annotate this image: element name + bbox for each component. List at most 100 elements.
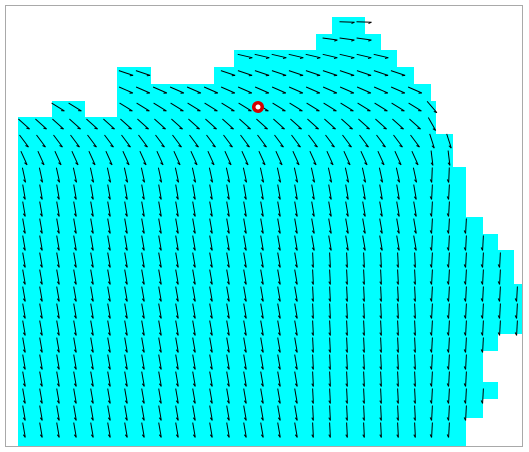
velocity-arrow — [158, 388, 162, 404]
velocity-arrow — [124, 388, 128, 404]
velocity-arrow — [90, 320, 94, 336]
velocity-arrow — [362, 422, 365, 438]
velocity-arrow — [56, 371, 60, 387]
velocity-arrow — [294, 201, 298, 217]
velocity-arrow — [480, 235, 484, 251]
velocity-arrow — [446, 184, 450, 200]
velocity-arrow — [345, 201, 349, 217]
velocity-arrow — [409, 118, 421, 130]
velocity-arrow — [345, 371, 348, 387]
velocity-arrow — [396, 371, 399, 387]
velocity-arrow — [328, 422, 331, 438]
velocity-arrow — [293, 167, 299, 183]
velocity-arrow — [192, 201, 196, 217]
velocity-arrow — [497, 320, 501, 336]
velocity-arrow — [158, 354, 162, 370]
velocity-arrow — [54, 150, 62, 166]
velocity-arrow — [186, 86, 202, 94]
velocity-arrow — [446, 354, 450, 370]
velocity-arrow — [226, 303, 230, 319]
velocity-arrow — [39, 371, 43, 387]
velocity-arrow — [158, 286, 162, 302]
velocity-arrow — [209, 303, 213, 319]
velocity-arrow — [141, 201, 145, 217]
velocity-arrow — [429, 269, 433, 285]
velocity-arrow — [226, 337, 230, 353]
velocity-arrow — [124, 320, 128, 336]
velocity-arrow — [72, 167, 78, 183]
velocity-arrow — [345, 303, 348, 319]
velocity-arrow — [175, 286, 179, 302]
velocity-arrow — [294, 422, 298, 438]
velocity-arrow — [124, 252, 128, 268]
velocity-arrow — [463, 252, 467, 268]
velocity-arrow — [362, 201, 366, 217]
velocity-arrow — [156, 150, 164, 166]
velocity-arrow — [396, 184, 400, 200]
velocity-arrow — [408, 102, 422, 112]
velocity-arrow — [378, 167, 384, 183]
velocity-arrow — [171, 118, 183, 130]
velocity-arrow — [22, 303, 26, 319]
velocity-arrow — [446, 303, 450, 319]
velocity-arrow — [447, 150, 451, 166]
velocity-arrow — [226, 184, 230, 200]
vector-field-viewport[interactable] — [5, 5, 523, 447]
velocity-arrow — [158, 235, 162, 251]
velocity-arrow — [225, 167, 231, 183]
velocity-arrow — [175, 405, 179, 421]
velocity-arrow — [305, 53, 321, 59]
velocity-arrow — [328, 337, 331, 353]
velocity-arrow — [22, 235, 26, 251]
velocity-arrow — [429, 320, 433, 336]
velocity-arrow — [90, 422, 94, 438]
vector-field-canvas[interactable] — [6, 6, 523, 447]
velocity-arrow — [379, 218, 383, 234]
velocity-arrow — [22, 371, 26, 387]
velocity-arrow — [135, 70, 151, 77]
velocity-arrow — [135, 86, 151, 94]
velocity-arrow — [277, 371, 281, 387]
velocity-arrow — [56, 354, 60, 370]
velocity-arrow — [446, 388, 450, 404]
velocity-arrow — [90, 235, 94, 251]
velocity-arrow — [243, 422, 247, 438]
velocity-arrow — [328, 303, 331, 319]
probe-marker[interactable] — [252, 101, 264, 113]
velocity-arrow — [379, 252, 382, 268]
velocity-arrow — [175, 354, 179, 370]
velocity-arrow — [325, 134, 335, 148]
velocity-arrow — [209, 354, 213, 370]
velocity-arrow — [19, 134, 29, 148]
velocity-arrow — [22, 337, 26, 353]
velocity-arrow — [309, 150, 317, 166]
velocity-arrow — [226, 201, 230, 217]
velocity-arrow — [379, 269, 382, 285]
velocity-arrow — [137, 118, 149, 130]
velocity-arrow — [209, 388, 213, 404]
velocity-arrow — [392, 118, 404, 130]
velocity-arrow — [175, 371, 179, 387]
velocity-arrow — [396, 235, 400, 251]
velocity-arrow — [205, 118, 217, 130]
velocity-arrow — [141, 388, 145, 404]
velocity-arrow — [68, 102, 82, 112]
velocity-arrow — [396, 252, 399, 268]
velocity-arrow — [243, 218, 247, 234]
velocity-arrow — [429, 354, 433, 370]
velocity-arrow — [22, 286, 26, 302]
velocity-arrow — [241, 150, 249, 166]
velocity-arrow — [124, 405, 128, 421]
velocity-arrow — [288, 70, 304, 77]
velocity-arrow — [288, 53, 304, 59]
velocity-arrow — [124, 422, 128, 438]
velocity-arrow — [90, 269, 94, 285]
velocity-arrow — [208, 167, 214, 183]
velocity-arrow — [18, 118, 30, 130]
velocity-arrow — [226, 354, 230, 370]
velocity-arrow — [328, 184, 332, 200]
velocity-arrow — [429, 252, 433, 268]
velocity-arrow — [326, 150, 334, 166]
velocity-arrow — [328, 235, 332, 251]
velocity-arrow — [260, 371, 264, 387]
